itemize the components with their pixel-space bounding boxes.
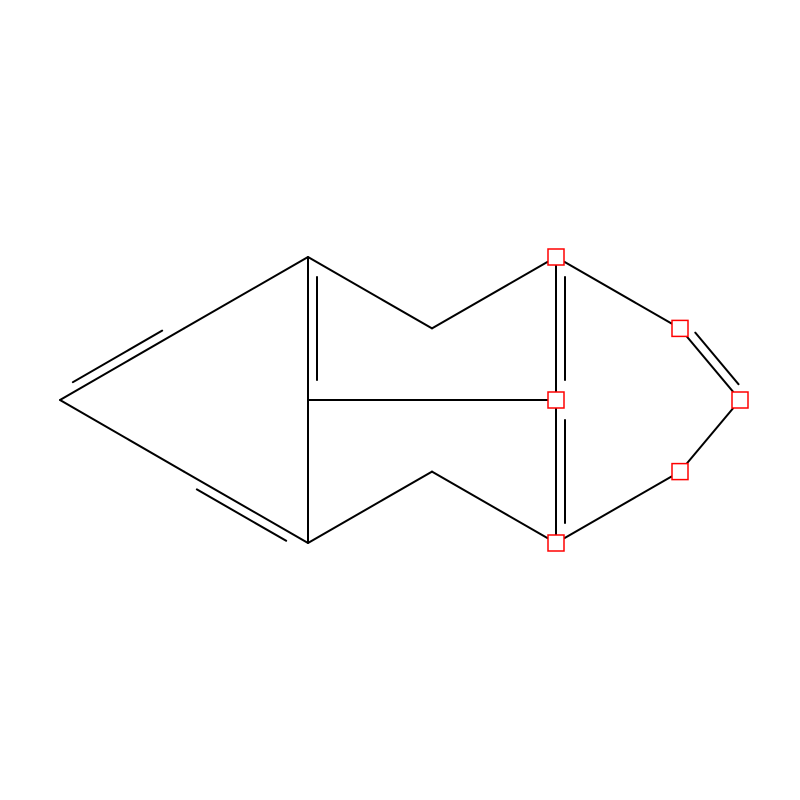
bond-line [432,472,556,543]
bond-line [60,400,184,472]
bond-line [556,257,680,328]
bond-line [73,331,162,383]
bond-line [432,257,556,328]
atom-marker [548,392,564,408]
bond-line [308,472,432,543]
bond-line [556,472,680,543]
bond-line [308,257,432,328]
bond-line [60,328,184,400]
bond-line [184,472,308,543]
atom-marker [672,464,688,480]
bond-layer [60,257,740,543]
bond-line [680,328,740,400]
bond-line [695,333,738,385]
bond-line [197,489,286,540]
bond-line [680,400,740,472]
marker-layer [548,249,748,551]
atom-marker [548,535,564,551]
atom-marker [548,249,564,265]
bond-line [184,257,308,328]
molecule-diagram [0,0,800,800]
atom-marker [732,392,748,408]
atom-marker [672,320,688,336]
